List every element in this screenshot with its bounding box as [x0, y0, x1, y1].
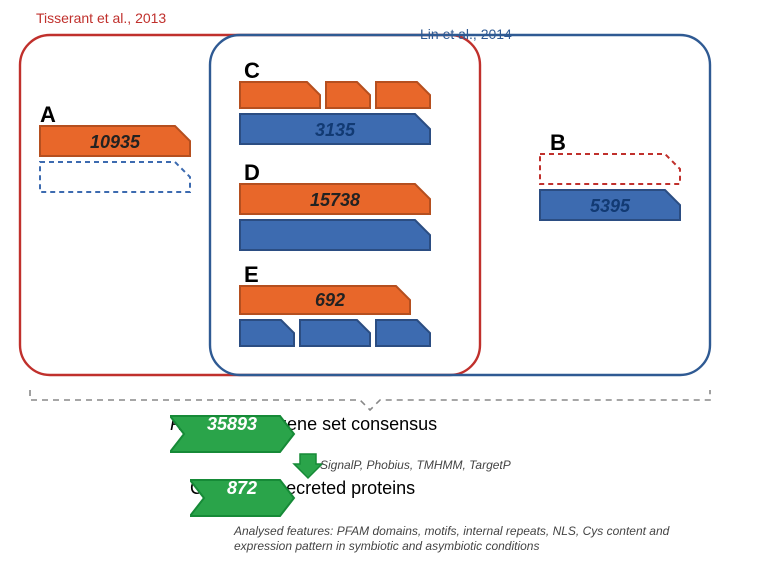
- footer-csp-row: 872 Candidate secreted proteins: [190, 478, 415, 499]
- ref-left: Tisserant et al., 2013: [36, 10, 166, 26]
- tools-text: SignalP, Phobius, TMHMM, TargetP: [320, 458, 511, 472]
- svg-text:10935: 10935: [90, 132, 141, 152]
- svg-text:3135: 3135: [315, 120, 356, 140]
- csp-value: 872: [190, 471, 294, 507]
- consensus-value: 35893: [170, 407, 294, 443]
- label-A: A: [40, 102, 56, 128]
- svg-text:5395: 5395: [590, 196, 631, 216]
- footer-consensus-row: 35893 R. irregularis gene set consensus: [170, 414, 437, 435]
- ref-right: Lin et al., 2014: [420, 26, 512, 42]
- features-text: Analysed features: PFAM domains, motifs,…: [234, 524, 714, 554]
- label-E: E: [244, 262, 259, 288]
- label-D: D: [244, 160, 260, 186]
- diagram-stage: { "refs": { "left": "Tisserant et al., 2…: [0, 0, 773, 570]
- label-C: C: [244, 58, 260, 84]
- label-B: B: [550, 130, 566, 156]
- svg-text:15738: 15738: [310, 190, 360, 210]
- consensus-text-rest: gene set consensus: [272, 414, 437, 434]
- svg-text:692: 692: [315, 290, 345, 310]
